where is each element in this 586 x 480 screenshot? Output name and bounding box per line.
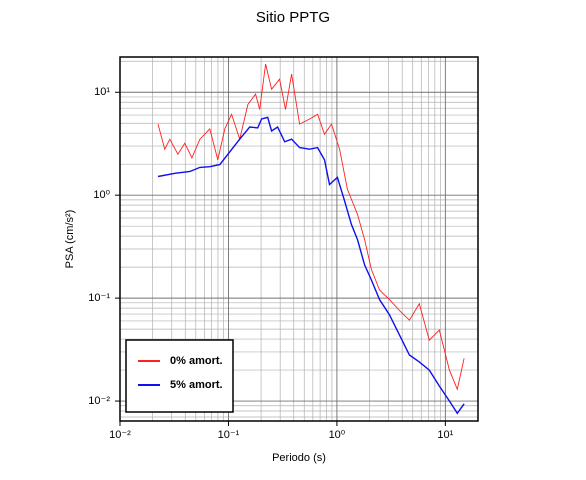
x-tick-label: 10⁰ <box>329 429 346 441</box>
y-tick-label: 10¹ <box>94 86 110 98</box>
x-tick-label: 10⁻¹ <box>218 429 240 441</box>
x-axis-label: Periodo (s) <box>272 452 326 464</box>
x-tick-label: 10¹ <box>437 429 453 441</box>
plot-frame <box>119 56 479 422</box>
legend-label: 5% amort. <box>170 379 223 391</box>
y-axis-label: PSA (cm/s²) <box>64 210 76 269</box>
series-line <box>157 63 465 391</box>
series-line <box>157 116 465 415</box>
legend-label: 0% amort. <box>170 355 223 367</box>
x-tick-label: 10⁻² <box>109 429 131 441</box>
chart-title: Sitio PPTG <box>256 9 330 26</box>
y-tick-label: 10⁰ <box>93 189 110 201</box>
legend-box <box>125 339 234 413</box>
y-tick-label: 10⁻² <box>88 395 110 407</box>
y-tick-label: 10⁻¹ <box>88 292 110 304</box>
